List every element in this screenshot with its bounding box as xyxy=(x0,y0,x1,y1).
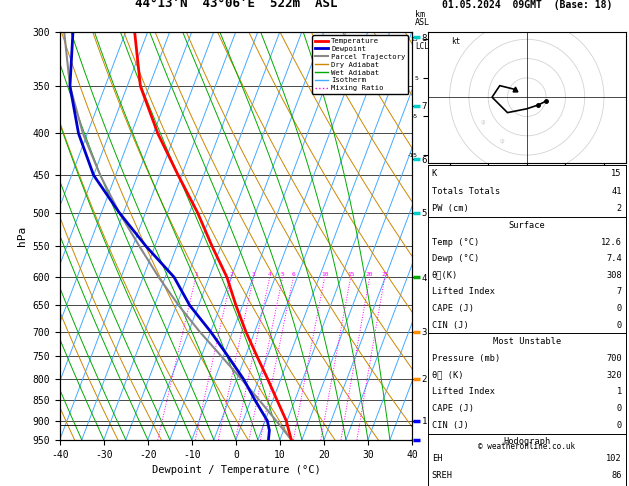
Text: kt: kt xyxy=(452,37,461,46)
Text: 01.05.2024  09GMT  (Base: 18): 01.05.2024 09GMT (Base: 18) xyxy=(442,0,612,10)
X-axis label: Dewpoint / Temperature (°C): Dewpoint / Temperature (°C) xyxy=(152,465,320,475)
Text: 3: 3 xyxy=(252,272,255,277)
Text: 7.4: 7.4 xyxy=(606,254,622,263)
Text: LCL: LCL xyxy=(415,41,429,51)
Text: Most Unstable: Most Unstable xyxy=(493,337,561,346)
Text: θᴇ(K): θᴇ(K) xyxy=(431,271,458,280)
Legend: Temperature, Dewpoint, Parcel Trajectory, Dry Adiabat, Wet Adiabat, Isotherm, Mi: Temperature, Dewpoint, Parcel Trajectory… xyxy=(313,35,408,94)
Text: Surface: Surface xyxy=(508,221,545,230)
Text: CIN (J): CIN (J) xyxy=(431,421,469,430)
Text: 41: 41 xyxy=(611,187,622,196)
Text: 2: 2 xyxy=(230,272,233,277)
Text: 44°13’N  43°06’E  522m  ASL: 44°13’N 43°06’E 522m ASL xyxy=(135,0,337,10)
Text: 102: 102 xyxy=(606,454,622,463)
Text: CIN (J): CIN (J) xyxy=(431,321,469,330)
Text: 10: 10 xyxy=(321,272,328,277)
Text: Pressure (mb): Pressure (mb) xyxy=(431,354,500,363)
Text: 15: 15 xyxy=(611,170,622,178)
Text: 6: 6 xyxy=(292,272,295,277)
Text: Temp (°C): Temp (°C) xyxy=(431,238,479,246)
Text: 0: 0 xyxy=(616,404,622,413)
Text: km: km xyxy=(415,10,425,19)
Text: 1: 1 xyxy=(616,387,622,396)
Text: 2: 2 xyxy=(616,204,622,213)
Text: Dewp (°C): Dewp (°C) xyxy=(431,254,479,263)
Text: CAPE (J): CAPE (J) xyxy=(431,304,474,313)
Text: 0: 0 xyxy=(616,421,622,430)
Text: Hodograph: Hodograph xyxy=(503,437,550,447)
Text: 15: 15 xyxy=(347,272,354,277)
Text: 25: 25 xyxy=(381,272,389,277)
Text: 86: 86 xyxy=(611,471,622,480)
Text: 0: 0 xyxy=(616,304,622,313)
Text: Lifted Index: Lifted Index xyxy=(431,387,494,396)
Text: PW (cm): PW (cm) xyxy=(431,204,469,213)
Text: 4: 4 xyxy=(268,272,272,277)
Text: © weatheronline.co.uk: © weatheronline.co.uk xyxy=(478,442,576,451)
Text: 700: 700 xyxy=(606,354,622,363)
Text: 308: 308 xyxy=(606,271,622,280)
Text: θᴇ (K): θᴇ (K) xyxy=(431,371,463,380)
Text: 7: 7 xyxy=(616,287,622,296)
Text: 12.6: 12.6 xyxy=(601,238,622,246)
Y-axis label: Mixing Ratio (g/kg): Mixing Ratio (g/kg) xyxy=(430,188,439,283)
Text: φ: φ xyxy=(481,119,486,125)
Text: 0: 0 xyxy=(616,321,622,330)
Y-axis label: hPa: hPa xyxy=(17,226,27,246)
Text: K: K xyxy=(431,170,437,178)
Text: CAPE (J): CAPE (J) xyxy=(431,404,474,413)
Text: Totals Totals: Totals Totals xyxy=(431,187,500,196)
Text: 20: 20 xyxy=(366,272,374,277)
Text: Lifted Index: Lifted Index xyxy=(431,287,494,296)
Text: 1: 1 xyxy=(194,272,198,277)
Text: φ: φ xyxy=(499,138,504,144)
Text: 320: 320 xyxy=(606,371,622,380)
Text: 5: 5 xyxy=(281,272,284,277)
Text: ASL: ASL xyxy=(415,17,430,27)
Text: SREH: SREH xyxy=(431,471,453,480)
Text: EH: EH xyxy=(431,454,442,463)
